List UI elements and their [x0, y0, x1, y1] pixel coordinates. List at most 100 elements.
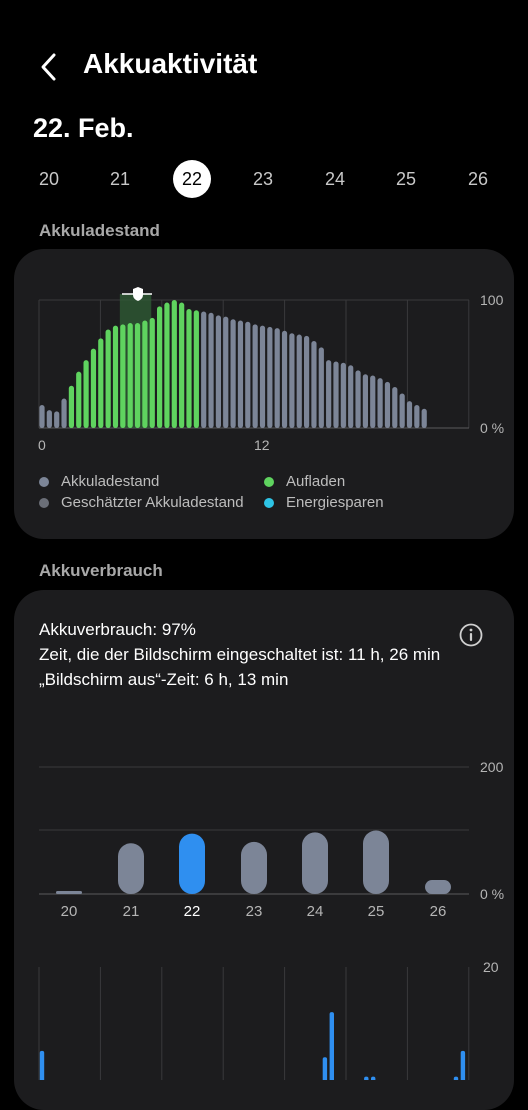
- level-bar: [245, 321, 251, 428]
- level-bar: [326, 360, 332, 428]
- level-bar: [362, 374, 368, 428]
- level-bar: [304, 335, 310, 428]
- week-x-label: 22: [184, 903, 201, 920]
- level-bar: [370, 375, 376, 428]
- level-bar: [46, 410, 52, 428]
- battery-usage-heading: Akkuverbrauch: [39, 561, 163, 580]
- day-23[interactable]: 23: [252, 169, 274, 189]
- level-bar: [392, 387, 398, 428]
- level-bar: [355, 370, 361, 428]
- level-bar: [296, 334, 302, 428]
- legend-dot-icon: [39, 477, 49, 487]
- level-bar: [186, 308, 192, 428]
- day-26[interactable]: 26: [467, 169, 489, 189]
- day-21[interactable]: 21: [109, 169, 131, 189]
- usage-bar-25[interactable]: [363, 830, 389, 895]
- level-bar: [223, 316, 229, 428]
- hourly-y-top-label: 20: [483, 959, 499, 975]
- level-bar: [406, 401, 413, 428]
- page-title: Akkuaktivität: [83, 48, 258, 79]
- usage-bar-26[interactable]: [425, 880, 451, 894]
- screen-off-time: „Bildschirm aus“-Zeit: 6 h, 13 min: [39, 670, 289, 689]
- level-bar: [54, 411, 60, 428]
- level-bar: [61, 398, 67, 428]
- level-bar: [377, 378, 383, 428]
- usage-bar-20[interactable]: [56, 891, 82, 894]
- level-y-top-label: 100: [480, 292, 504, 308]
- legend-dot-icon: [264, 477, 274, 487]
- usage-bar-23[interactable]: [241, 841, 267, 894]
- level-bar: [179, 302, 185, 428]
- level-bar: [348, 365, 354, 428]
- hourly-bar: [371, 1076, 376, 1080]
- level-bar: [340, 362, 346, 428]
- level-x-label-0: 0: [38, 437, 46, 453]
- legend-charging: Aufladen: [264, 473, 345, 490]
- hourly-bar: [329, 1012, 334, 1080]
- week-x-label: 24: [307, 903, 324, 920]
- week-x-label: 20: [61, 903, 78, 920]
- level-bar: [281, 330, 288, 428]
- level-bar: [90, 348, 97, 428]
- day-25[interactable]: 25: [395, 169, 417, 189]
- level-bar: [68, 385, 74, 428]
- date-label: 22. Feb.: [33, 113, 134, 143]
- level-bar: [333, 361, 339, 428]
- level-bar: [39, 404, 45, 428]
- level-bar: [274, 328, 280, 428]
- level-bar: [127, 323, 133, 428]
- week-x-label: 26: [430, 903, 447, 920]
- level-bar: [421, 408, 427, 428]
- level-bar: [112, 325, 119, 428]
- level-bar: [414, 404, 420, 428]
- level-bar: [289, 333, 295, 428]
- level-bar: [252, 324, 258, 428]
- level-bar: [83, 360, 89, 428]
- level-bar: [134, 323, 141, 428]
- level-bar: [311, 340, 317, 428]
- level-bar: [171, 300, 177, 428]
- hourly-bar: [39, 1050, 45, 1080]
- level-bar: [237, 320, 244, 428]
- battery-level-heading: Akkuladestand: [39, 221, 160, 240]
- hourly-bar: [460, 1050, 466, 1080]
- day-20[interactable]: 20: [38, 169, 60, 189]
- level-bar: [259, 325, 266, 428]
- level-bar: [384, 381, 391, 428]
- usage-bar-24[interactable]: [302, 832, 328, 894]
- level-bar: [267, 326, 273, 428]
- usage-bar-22[interactable]: [179, 833, 205, 894]
- level-bar: [201, 311, 207, 428]
- week-x-label: 23: [246, 903, 263, 920]
- day-24[interactable]: 24: [324, 169, 346, 189]
- level-bar: [149, 317, 155, 428]
- level-bar: [120, 324, 126, 428]
- legend-battery-level: Akkuladestand: [39, 473, 159, 490]
- week-y-top-label: 200: [480, 759, 504, 775]
- hourly-bar: [322, 1057, 328, 1080]
- week-x-label: 25: [368, 903, 385, 920]
- week-x-label: 21: [123, 903, 140, 920]
- level-bar: [193, 310, 199, 428]
- level-bar: [208, 312, 214, 428]
- level-bar: [157, 306, 163, 428]
- level-y-bottom-label: 0 %: [480, 420, 504, 436]
- info-icon[interactable]: [459, 623, 483, 647]
- level-bar: [142, 320, 148, 428]
- level-bar: [215, 315, 221, 428]
- day-22-selected[interactable]: 22: [173, 160, 211, 198]
- weekly-usage-chart[interactable]: 20 21 22 23 24 25 26 200 0 % 20: [0, 0, 528, 1080]
- battery-level-chart[interactable]: 100 0 % 0 12: [0, 0, 528, 470]
- legend-estimated-level: Geschätzter Akkuladestand: [39, 494, 244, 511]
- legend-dot-icon: [39, 498, 49, 508]
- legend-power-saving: Energiesparen: [264, 494, 384, 511]
- level-bar: [230, 319, 236, 428]
- charging-marker-icon: [122, 287, 152, 301]
- level-x-label-12: 12: [254, 437, 270, 453]
- chevron-left-icon[interactable]: [34, 50, 64, 84]
- usage-percentage: Akkuverbrauch: 97%: [39, 620, 196, 639]
- hourly-bar: [364, 1076, 369, 1080]
- level-bar: [98, 338, 104, 428]
- usage-bar-21[interactable]: [118, 843, 144, 894]
- level-bar: [105, 329, 111, 428]
